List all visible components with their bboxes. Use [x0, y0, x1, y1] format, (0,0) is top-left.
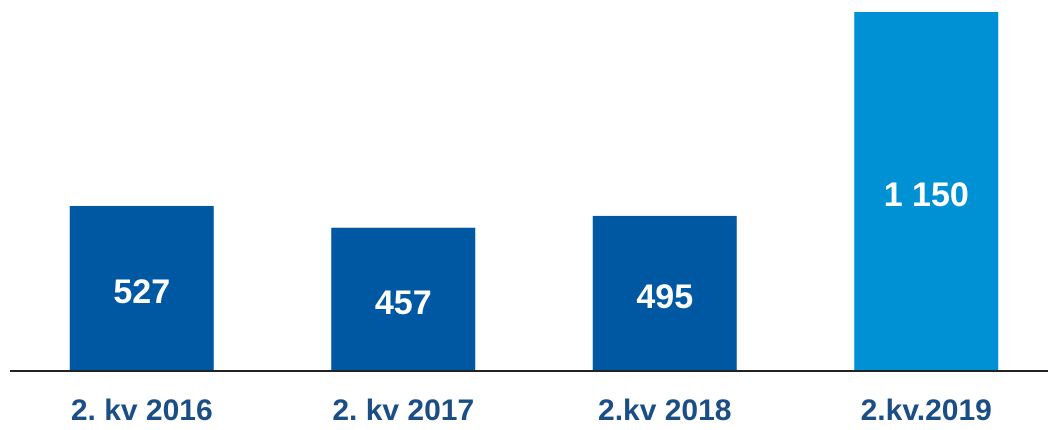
bar — [331, 227, 476, 370]
value-label: 457 — [375, 284, 432, 322]
x-tick-label: 2.kv.2019 — [861, 394, 992, 427]
bar — [69, 205, 214, 370]
value-label: 1 150 — [884, 176, 969, 214]
x-tick-label: 2.kv 2018 — [598, 394, 731, 427]
bar — [592, 215, 737, 370]
value-label: 495 — [636, 278, 693, 316]
x-tick-label: 2. kv 2017 — [332, 394, 474, 427]
x-tick-label: 2. kv 2016 — [71, 394, 213, 427]
bar — [854, 12, 999, 370]
value-label: 527 — [113, 273, 170, 311]
